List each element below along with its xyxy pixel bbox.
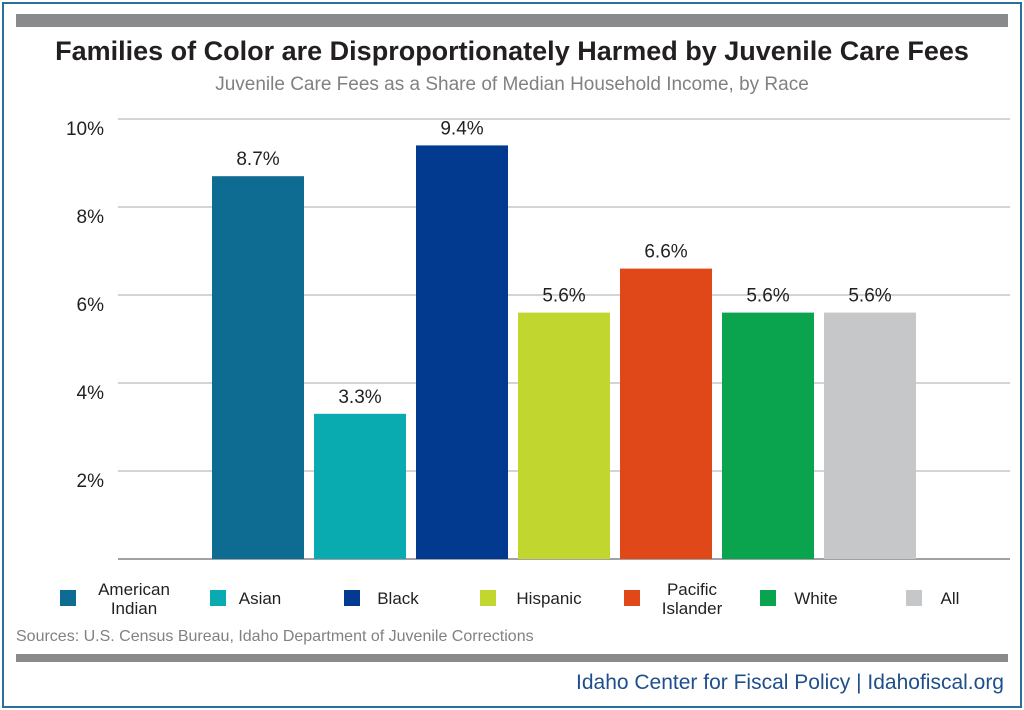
legend-swatch — [624, 590, 640, 606]
legend-swatch — [210, 590, 226, 606]
y-tick-label: 10% — [66, 119, 104, 140]
legend-swatch — [906, 590, 922, 606]
y-tick-label: 8% — [77, 207, 105, 228]
data-label: 3.3% — [338, 387, 381, 408]
bar-chart: 2% 4% 6% 8% 10% 8.7% 3.3% 9.4% 5.6% 6.6% 5.6% 5.6% — [66, 118, 1010, 560]
legend-label: American Indian — [98, 580, 170, 618]
top-rule — [16, 14, 1008, 27]
bottom-rule — [16, 654, 1008, 662]
data-label: 8.7% — [236, 149, 279, 170]
data-label: 5.6% — [542, 286, 585, 307]
bar — [518, 312, 610, 559]
legend-swatch — [760, 590, 776, 606]
bar — [314, 413, 406, 559]
bar — [416, 145, 508, 559]
bar — [620, 268, 712, 559]
source-note: Sources: U.S. Census Bureau, Idaho Depar… — [16, 628, 534, 645]
legend-swatch — [344, 590, 360, 606]
legend-label: Asian — [238, 589, 282, 608]
legend-label: White — [794, 589, 838, 608]
chart-subtitle: Juvenile Care Fees as a Share of Median … — [215, 74, 809, 95]
data-label: 5.6% — [746, 286, 789, 307]
bar — [722, 312, 814, 559]
legend-label: Hispanic — [516, 589, 582, 608]
y-tick-label: 6% — [77, 295, 105, 316]
legend-label: All — [940, 589, 960, 608]
chart-title: Families of Color are Disproportionately… — [55, 36, 969, 66]
y-tick-label: 2% — [77, 471, 105, 492]
data-label: 6.6% — [644, 242, 687, 263]
legend-label: Black — [377, 589, 419, 608]
legend-swatch — [480, 590, 496, 606]
legend-swatch — [60, 590, 76, 606]
data-label: 9.4% — [440, 118, 483, 139]
bar — [824, 312, 916, 559]
bar — [212, 176, 304, 559]
legend-label: Pacific Islander — [661, 580, 723, 618]
data-label: 5.6% — [848, 286, 891, 307]
footer-credit: Idaho Center for Fiscal Policy | Idahofi… — [576, 671, 1004, 694]
y-tick-label: 4% — [77, 383, 105, 404]
